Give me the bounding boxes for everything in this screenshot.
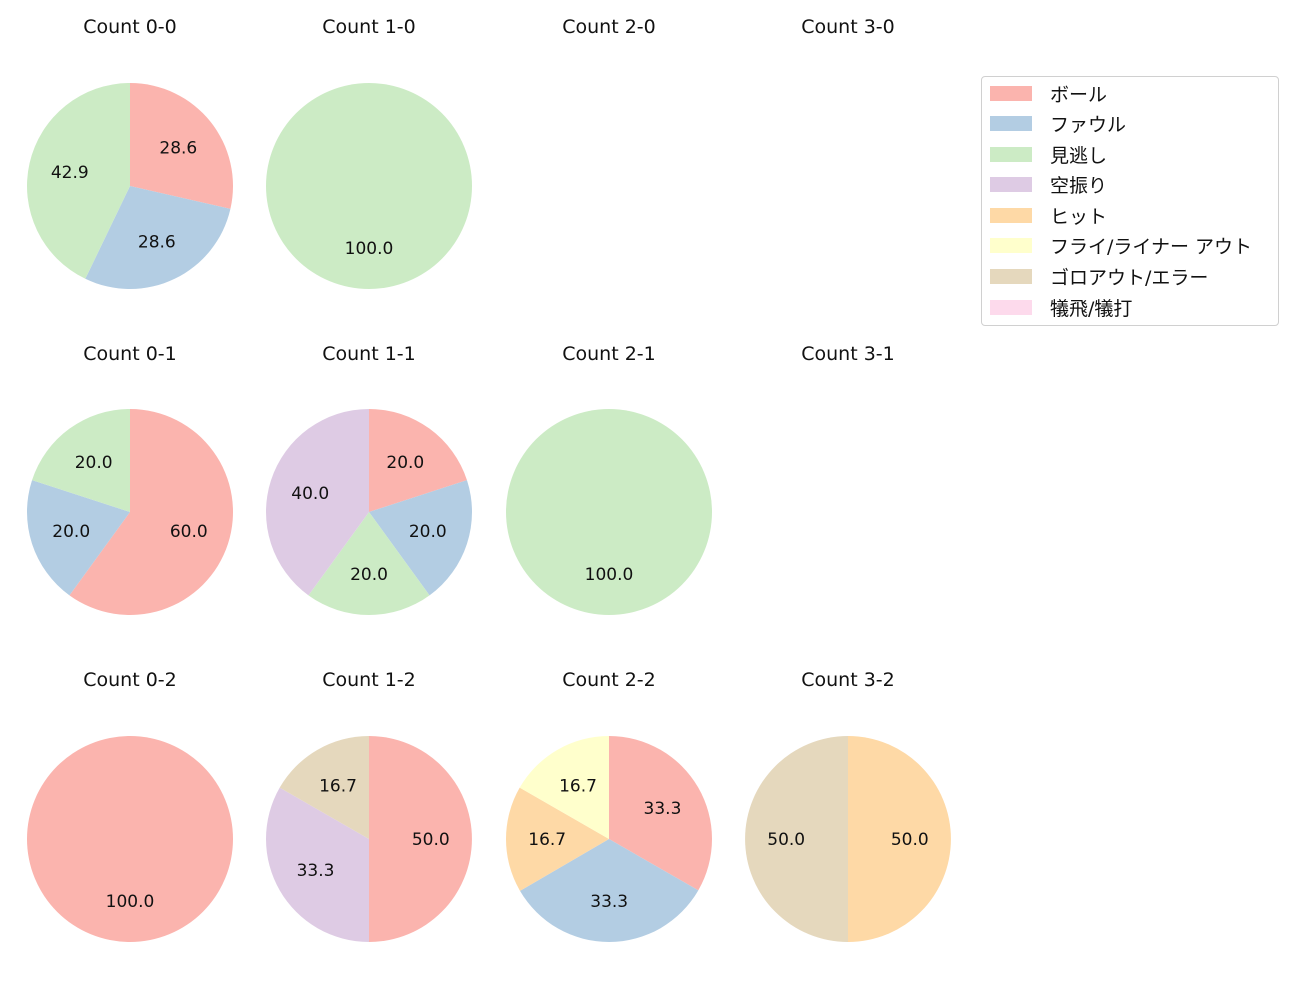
pie-slice-label: 20.0: [409, 522, 447, 542]
pie-slice-label: 16.7: [528, 830, 566, 850]
pie-slice: [85, 186, 231, 289]
legend-swatch: [990, 299, 1032, 315]
pie-slice-label: 20.0: [75, 453, 113, 473]
pie-slice-label: 50.0: [767, 830, 805, 850]
pie-slice-label: 33.3: [590, 892, 628, 912]
pie-slice: [266, 787, 369, 942]
pie-slice-label: 33.3: [644, 799, 682, 819]
pie-slice: [69, 409, 234, 616]
pie-slice-label: 100.0: [106, 892, 155, 912]
pie-slice-label: 50.0: [412, 830, 450, 850]
legend-label: ゴロアウト/エラー: [1050, 266, 1209, 289]
legend-item-ball: ボール: [990, 81, 1108, 106]
pie-slice-label: 16.7: [559, 777, 597, 797]
pie-slice: [745, 736, 848, 942]
pie-slice: [27, 736, 233, 942]
pie-slice-label: 50.0: [891, 830, 929, 850]
legend-swatch: [990, 268, 1032, 284]
pie-slice-label: 100.0: [585, 565, 634, 585]
pie-slice-label: 20.0: [52, 522, 90, 542]
pie-slice-label: 40.0: [291, 484, 329, 504]
pie-title-0-1: Count 0-1: [83, 343, 177, 365]
pie-slice: [369, 480, 472, 596]
legend-swatch: [990, 146, 1032, 162]
legend-label: ヒット: [1050, 205, 1108, 228]
legend-swatch: [990, 176, 1032, 192]
pie-title-2-0: Count 2-0: [562, 16, 656, 38]
pie-slice-label: 16.7: [319, 777, 357, 797]
legend-item-called-strike: 見逃し: [990, 142, 1108, 167]
pie-title-1-0: Count 1-0: [322, 16, 416, 38]
legend: ボール ファウル 見逃し 空振り ヒット フライ/ライナー アウト ゴロアウト/…: [981, 76, 1279, 326]
legend-swatch: [990, 237, 1032, 253]
legend-item-fly-liner-out: フライ/ライナー アウト: [990, 233, 1253, 258]
pie-title-3-1: Count 3-1: [801, 343, 895, 365]
legend-item-ground-out-error: ゴロアウト/エラー: [990, 264, 1209, 289]
pie-count-3-2: 50.0 50.0: [745, 736, 951, 942]
pie-slice: [308, 512, 430, 615]
legend-swatch: [990, 85, 1032, 101]
pie-slice: [266, 83, 472, 289]
pie-slice: [32, 409, 130, 512]
legend-label: 空振り: [1050, 174, 1108, 197]
legend-label: フライ/ライナー アウト: [1050, 235, 1253, 258]
pie-count-1-0: 100.0: [266, 83, 472, 289]
pie-title-3-0: Count 3-0: [801, 16, 895, 38]
pie-slice: [266, 409, 369, 596]
pie-slice: [26, 83, 130, 279]
legend-item-sacrifice: 犠飛/犠打: [990, 295, 1133, 320]
legend-label: ボール: [1050, 83, 1108, 106]
legend-swatch: [990, 115, 1032, 131]
pie-slice: [279, 736, 369, 839]
pie-title-1-1: Count 1-1: [322, 343, 416, 365]
legend-label: 見逃し: [1050, 144, 1108, 167]
legend-item-swinging-strike: 空振り: [990, 172, 1108, 197]
legend-item-foul: ファウル: [990, 111, 1127, 136]
pie-count-1-2: 50.0 33.3 16.7: [266, 736, 472, 942]
pie-slice: [848, 736, 951, 942]
pie-slice: [520, 839, 699, 942]
pie-slice: [27, 480, 130, 596]
pie-title-1-2: Count 1-2: [322, 669, 416, 691]
pie-slice: [130, 83, 234, 209]
pie-slice-label: 28.6: [138, 233, 176, 253]
pie-slice: [609, 736, 712, 891]
legend-swatch: [990, 207, 1032, 223]
legend-item-hit: ヒット: [990, 203, 1108, 228]
pie-count-2-1: 100.0: [506, 409, 712, 615]
pie-slice: [369, 409, 467, 512]
pie-slice-label: 33.3: [297, 861, 335, 881]
legend-label: ファウル: [1050, 113, 1127, 136]
pie-count-0-1: 60.0 20.0 20.0: [27, 409, 234, 616]
pie-title-2-1: Count 2-1: [562, 343, 656, 365]
pie-slice-label: 20.0: [386, 453, 424, 473]
pie-count-0-0: 28.6 28.6 42.9: [26, 83, 234, 289]
pie-slice: [506, 787, 609, 891]
pie-count-1-1: 20.0 20.0 20.0 40.0: [266, 409, 472, 615]
pie-title-0-0: Count 0-0: [83, 16, 177, 38]
pie-slice-label: 28.6: [159, 138, 197, 158]
pie-slice-label: 20.0: [350, 565, 388, 585]
pie-title-2-2: Count 2-2: [562, 669, 656, 691]
pie-title-3-2: Count 3-2: [801, 669, 895, 691]
pie-slice-label: 100.0: [345, 239, 394, 259]
pie-count-2-2: 33.3 33.3 16.7 16.7: [506, 736, 712, 942]
pie-slice-label: 60.0: [170, 522, 208, 542]
pie-title-0-2: Count 0-2: [83, 669, 177, 691]
pie-slice-label: 42.9: [51, 163, 89, 183]
pie-slice: [519, 736, 609, 839]
legend-label: 犠飛/犠打: [1050, 297, 1133, 320]
pie-slice: [506, 409, 712, 615]
pie-count-0-2: 100.0: [27, 736, 233, 942]
pie-slice: [369, 736, 472, 942]
